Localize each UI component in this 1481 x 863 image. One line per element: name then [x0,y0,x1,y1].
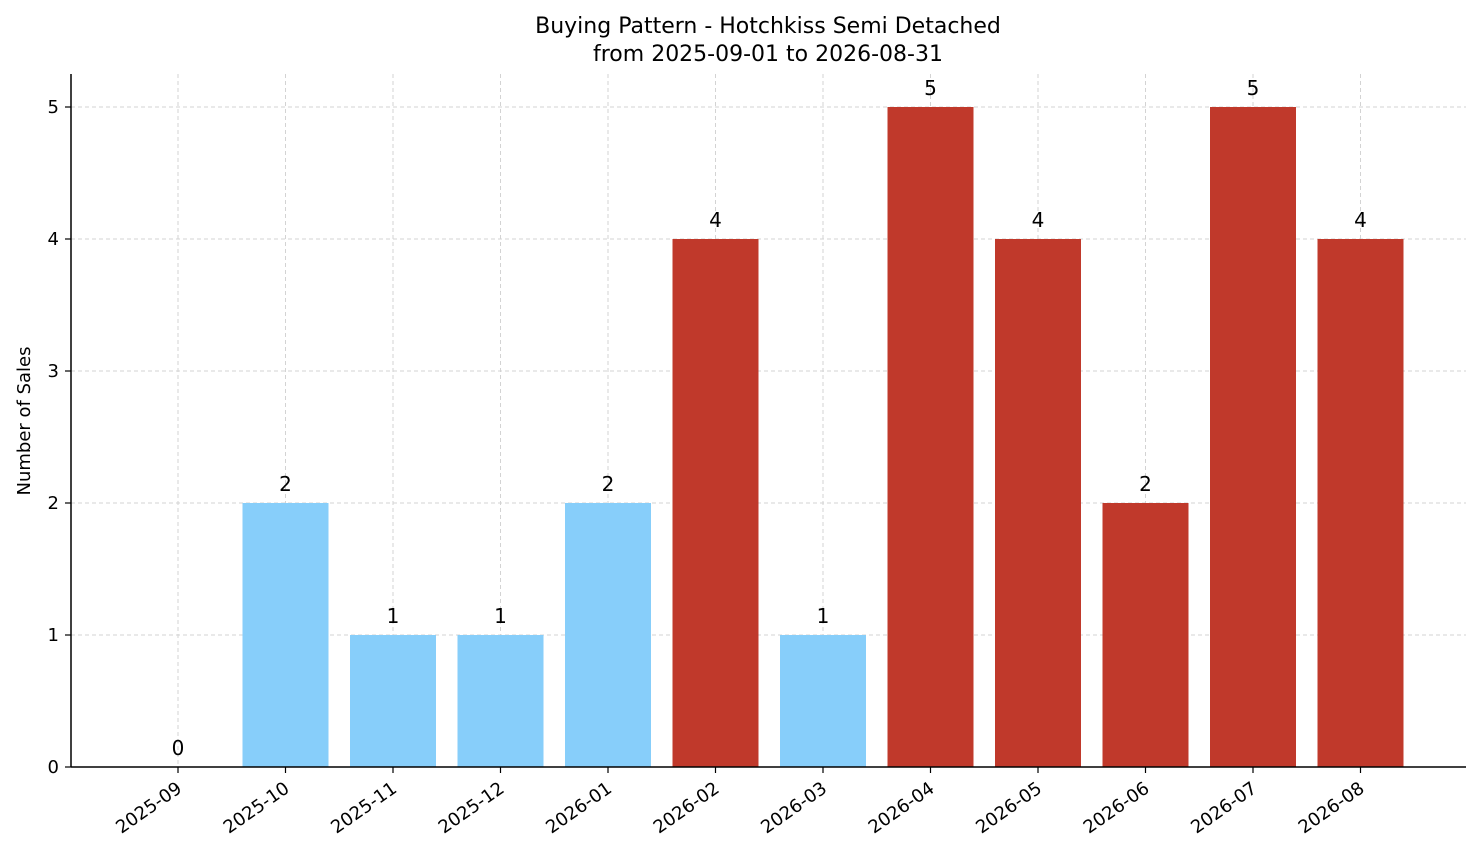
bar-2026-05 [995,239,1081,767]
chart-subtitle: from 2025-09-01 to 2026-08-31 [593,42,943,67]
x-tick-label: 2025-09 [112,778,186,838]
data-label-2026-08: 4 [1354,208,1367,232]
data-label-2025-11: 1 [387,604,400,628]
data-label-2025-09: 0 [172,736,185,760]
bar-2026-06 [1102,503,1189,767]
data-label-2026-04: 5 [924,76,937,100]
data-label-2025-10: 2 [279,472,292,496]
x-tick-label: 2026-06 [1080,778,1154,838]
bar-2026-04 [887,107,974,767]
data-label-2026-05: 4 [1032,208,1045,232]
y-tick-label: 2 [48,493,59,514]
bar-2025-10 [242,503,329,767]
data-label-2026-06: 2 [1139,472,1152,496]
data-label-2026-03: 1 [817,604,830,628]
bars [242,107,1404,767]
x-tick-label: 2026-03 [757,778,831,838]
bar-2026-08 [1317,239,1404,767]
y-tick-label: 0 [48,757,59,778]
bar-2026-02 [672,239,759,767]
x-tick-label: 2025-11 [327,778,401,838]
y-tick-label: 1 [48,625,59,646]
bar-2026-01 [565,503,651,767]
data-label-2026-02: 4 [709,208,722,232]
data-labels: 0 2 1 1 2 4 1 5 4 2 5 4 [172,76,1367,760]
y-axis-label: Number of Sales [14,346,35,495]
x-tick-label: 2026-07 [1187,778,1261,838]
x-tick-label: 2026-05 [972,778,1046,838]
bar-2026-07 [1210,107,1296,767]
data-label-2025-12: 1 [494,604,507,628]
bar-2025-12 [457,635,544,767]
x-tick-label: 2026-08 [1295,778,1369,838]
y-tick-label: 4 [48,229,59,250]
x-tick-label: 2026-01 [542,778,616,838]
chart-title: Buying Pattern - Hotchkiss Semi Detached [535,14,1001,39]
bar-2025-11 [350,635,436,767]
y-tick-label: 3 [48,361,59,382]
x-tick-label: 2026-02 [650,778,724,838]
y-tick-label: 5 [48,97,59,118]
bar-2026-03 [780,635,866,767]
data-label-2026-01: 2 [602,472,615,496]
x-tick-label: 2026-04 [865,778,939,838]
x-tick-label: 2025-10 [220,778,294,838]
x-tick-label: 2025-12 [435,778,509,838]
data-label-2026-07: 5 [1247,76,1260,100]
